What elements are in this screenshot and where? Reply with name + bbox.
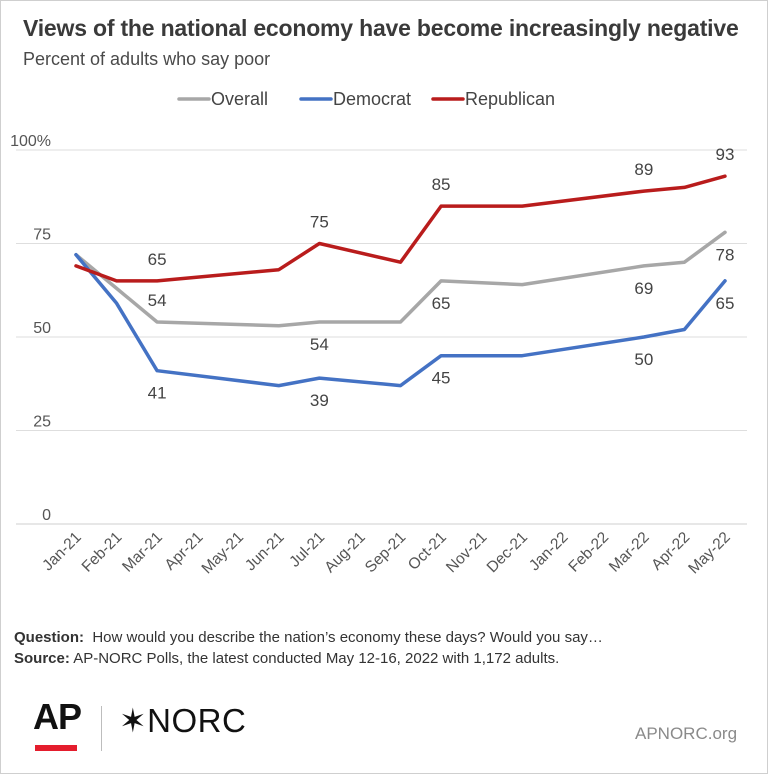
series-line-republican <box>74 174 727 283</box>
y-tick-label: 75 <box>33 227 51 244</box>
x-tick-label: Jun-21 <box>242 529 288 575</box>
x-tick-label: Jan-21 <box>39 529 85 575</box>
y-tick-label: 100% <box>10 133 51 150</box>
x-tick-label: Feb-22 <box>565 529 612 576</box>
series-line-democrat <box>74 252 727 388</box>
data-label: 50 <box>634 350 653 369</box>
ap-logo-bar <box>35 745 77 751</box>
data-label: 54 <box>310 335 329 354</box>
legend-label: Democrat <box>333 89 411 109</box>
data-label: 93 <box>716 145 735 164</box>
data-label: 89 <box>634 160 653 179</box>
data-label: 65 <box>432 294 451 313</box>
chart-subtitle: Percent of adults who say poor <box>23 49 271 69</box>
line-chart: 0255075100%Jan-21Feb-21Mar-21Apr-21May-2… <box>10 89 747 578</box>
y-tick-label: 50 <box>33 320 51 337</box>
x-tick-label: May-22 <box>685 529 734 578</box>
data-label: 78 <box>716 245 735 264</box>
website-link[interactable]: APNORC.org <box>635 724 738 743</box>
source-label: Source: <box>14 650 70 667</box>
y-tick-label: 0 <box>42 507 51 524</box>
data-label: 41 <box>148 384 167 403</box>
question-label: Question: <box>14 629 84 646</box>
logo-divider <box>101 706 102 751</box>
legend-label: Overall <box>211 89 268 109</box>
series-line-overall <box>74 230 727 328</box>
x-tick-label: Oct-21 <box>405 529 450 574</box>
x-tick-label: May-21 <box>199 529 248 578</box>
legend-label: Republican <box>465 89 555 109</box>
x-tick-label: Nov-21 <box>443 529 490 576</box>
x-tick-label: Jan-22 <box>526 529 572 575</box>
data-label: 85 <box>432 175 451 194</box>
y-tick-label: 25 <box>33 414 51 431</box>
data-label: 45 <box>432 369 451 388</box>
x-tick-label: Mar-21 <box>119 529 166 576</box>
x-tick-label: Dec-21 <box>484 529 531 576</box>
source-text: AP-NORC Polls, the latest conducted May … <box>73 650 560 667</box>
chart-title: Views of the national economy have becom… <box>23 15 739 41</box>
question-text: How would you describe the nation’s econ… <box>92 629 603 646</box>
data-label: 69 <box>634 279 653 298</box>
x-tick-label: Feb-21 <box>79 529 126 576</box>
x-tick-label: Aug-21 <box>321 529 368 576</box>
data-label: 65 <box>148 250 167 269</box>
data-label: 39 <box>310 391 329 410</box>
x-tick-label: Sep-21 <box>362 529 409 576</box>
data-label: 54 <box>148 291 167 310</box>
data-label: 65 <box>716 294 735 313</box>
chart-notes: Question: How would you describe the nat… <box>14 627 603 669</box>
data-label: 75 <box>310 213 329 232</box>
question-line: Question: How would you describe the nat… <box>14 627 603 648</box>
ap-logo: AP <box>33 696 82 737</box>
norc-logo: ✶NORC <box>119 702 247 739</box>
source-line: Source: AP-NORC Polls, the latest conduc… <box>14 648 603 669</box>
x-tick-label: Mar-22 <box>606 529 653 576</box>
